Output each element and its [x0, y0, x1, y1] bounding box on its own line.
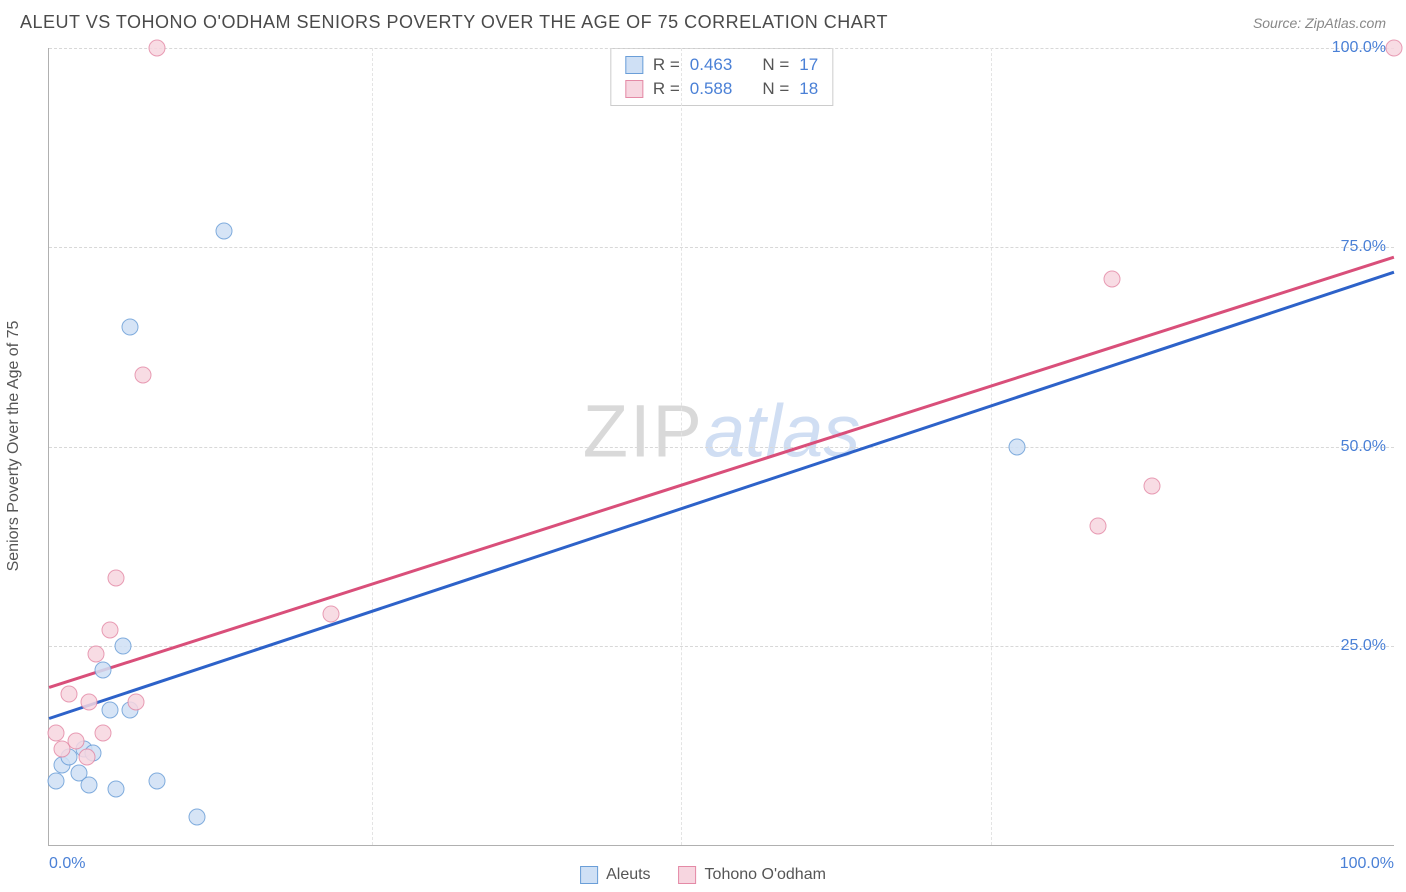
data-point: [88, 645, 105, 662]
stats-row-pink: R = 0.588 N = 18: [625, 77, 818, 101]
chart-title: ALEUT VS TOHONO O'ODHAM SENIORS POVERTY …: [20, 12, 888, 33]
gridline-h: [49, 48, 1394, 49]
legend-label-blue: Aleuts: [606, 866, 650, 884]
data-point: [188, 809, 205, 826]
data-point: [323, 605, 340, 622]
y-tick-label: 100.0%: [1332, 39, 1386, 57]
stat-r-value-blue: 0.463: [690, 55, 733, 75]
data-point: [108, 570, 125, 587]
legend-item-pink: Tohono O'odham: [679, 866, 826, 884]
gridline-v: [372, 48, 373, 845]
data-point: [81, 777, 98, 794]
gridline-h: [49, 247, 1394, 248]
data-point: [1103, 271, 1120, 288]
chart-plot-area: ZIPatlas R = 0.463 N = 17 R = 0.588 N = …: [48, 48, 1394, 846]
data-point: [101, 621, 118, 638]
data-point: [47, 773, 64, 790]
trend-line: [49, 255, 1395, 688]
stat-n-label: N =: [762, 79, 789, 99]
data-point: [1143, 478, 1160, 495]
y-tick-label: 75.0%: [1341, 238, 1386, 256]
swatch-blue: [625, 56, 643, 74]
data-point: [114, 637, 131, 654]
stat-n-value-pink: 18: [799, 79, 818, 99]
watermark-atlas: atlas: [704, 389, 860, 472]
legend-label-pink: Tohono O'odham: [705, 866, 826, 884]
y-axis-label: Seniors Poverty Over the Age of 75: [5, 321, 23, 572]
chart-source: Source: ZipAtlas.com: [1253, 15, 1386, 31]
stat-r-value-pink: 0.588: [690, 79, 733, 99]
data-point: [47, 725, 64, 742]
trend-line: [49, 271, 1395, 720]
y-tick-label: 25.0%: [1341, 637, 1386, 655]
legend-item-blue: Aleuts: [580, 866, 650, 884]
data-point: [94, 661, 111, 678]
gridline-h: [49, 646, 1394, 647]
data-point: [135, 366, 152, 383]
stat-r-label: R =: [653, 55, 680, 75]
stats-box: R = 0.463 N = 17 R = 0.588 N = 18: [610, 48, 833, 106]
data-point: [81, 693, 98, 710]
swatch-pink: [625, 80, 643, 98]
gridline-v: [991, 48, 992, 845]
y-tick-label: 50.0%: [1341, 438, 1386, 456]
data-point: [101, 701, 118, 718]
stat-n-label: N =: [762, 55, 789, 75]
swatch-blue: [580, 866, 598, 884]
data-point: [108, 781, 125, 798]
data-point: [1386, 40, 1403, 57]
gridline-v: [681, 48, 682, 845]
data-point: [61, 685, 78, 702]
data-point: [67, 733, 84, 750]
x-tick-label: 0.0%: [49, 855, 85, 873]
data-point: [1009, 438, 1026, 455]
stat-r-label: R =: [653, 79, 680, 99]
data-point: [148, 773, 165, 790]
stat-n-value-blue: 17: [799, 55, 818, 75]
watermark-zip: ZIP: [583, 389, 704, 472]
data-point: [1090, 518, 1107, 535]
data-point: [94, 725, 111, 742]
data-point: [215, 223, 232, 240]
data-point: [148, 40, 165, 57]
legend: Aleuts Tohono O'odham: [580, 866, 826, 884]
data-point: [128, 693, 145, 710]
swatch-pink: [679, 866, 697, 884]
data-point: [121, 318, 138, 335]
x-tick-label: 100.0%: [1340, 855, 1394, 873]
stats-row-blue: R = 0.463 N = 17: [625, 53, 818, 77]
data-point: [78, 749, 95, 766]
gridline-h: [49, 447, 1394, 448]
